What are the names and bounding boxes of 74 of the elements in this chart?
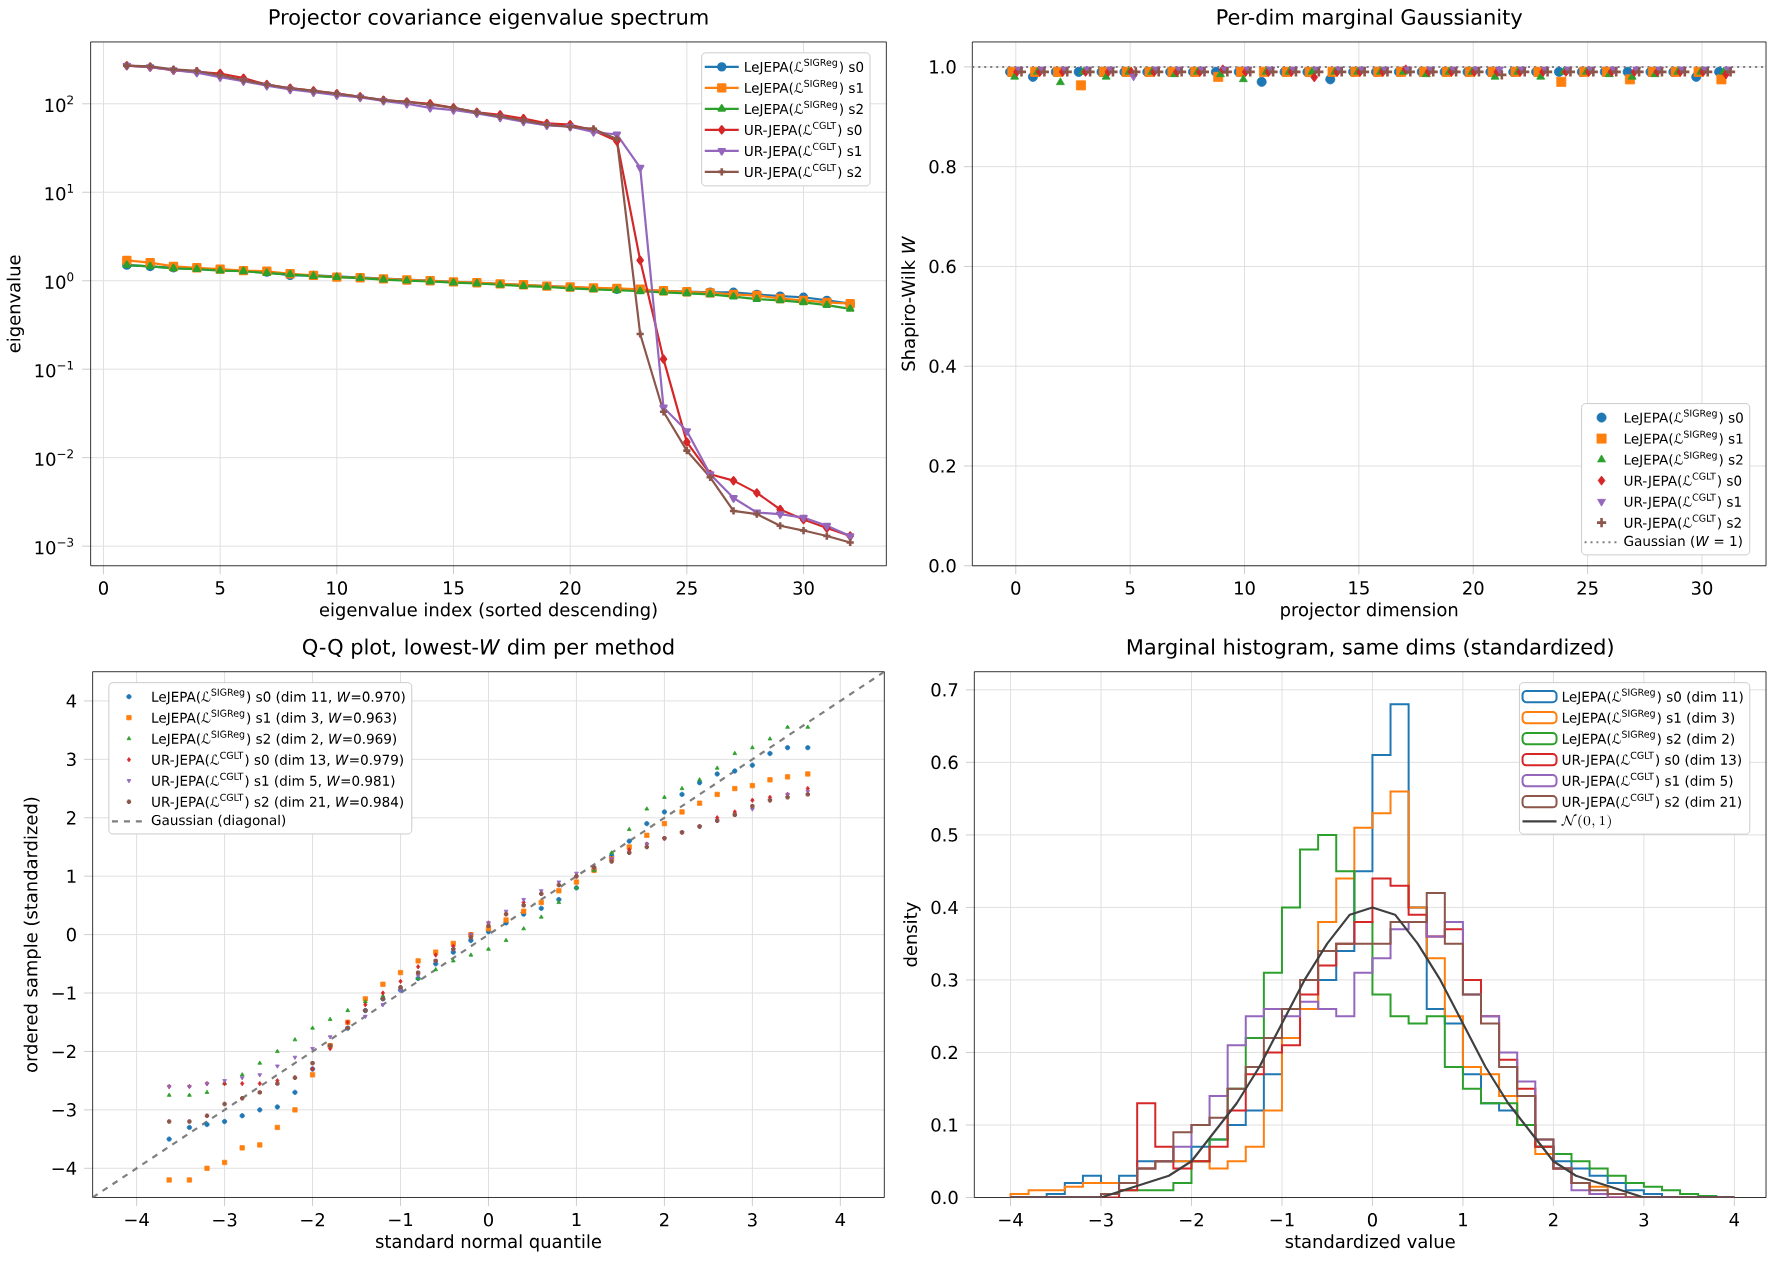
x-tick-label: −3	[1089, 1213, 1113, 1227]
x-tick-label: 5	[1125, 581, 1135, 595]
x-tick-label: 0	[483, 1213, 493, 1227]
x-tick-label: 1	[1459, 1213, 1467, 1227]
y-axis-title: eigenvalue	[6, 255, 24, 353]
x-tick-label: 0	[1011, 581, 1021, 596]
x-tick-label: 15	[1349, 581, 1369, 595]
y-tick-label: 10$^{2}$	[45, 95, 73, 113]
x-tick-label: 4	[1729, 1213, 1740, 1227]
y-axis-title: Shapiro-Wilk W	[901, 236, 919, 371]
x-tick-label: 25	[1577, 581, 1598, 596]
x-tick-label: −2	[301, 1213, 324, 1227]
y-tick-label: −4	[52, 1162, 77, 1176]
x-tick-label: 2	[1549, 1213, 1558, 1227]
y-tick-label: 1.0	[930, 60, 956, 74]
y-axis-title: density	[903, 902, 921, 967]
chart-title: Per-dim marginal Gaussianity	[1217, 8, 1523, 30]
y-tick-label: 10$^{−2}$	[35, 449, 73, 467]
y-tick-label: 0.2	[929, 459, 955, 474]
y-tick-label: 0.7	[931, 683, 958, 697]
y-tick-label: 0.6	[931, 755, 958, 770]
x-tick-label: −4	[999, 1213, 1023, 1227]
y-tick-label: 10$^{0}$	[45, 272, 74, 290]
x-tick-label: 1	[572, 1213, 581, 1227]
x-tick-label: 30	[1691, 581, 1713, 596]
y-tick-label: −2	[52, 1045, 76, 1059]
y-tick-label: 3	[67, 752, 76, 767]
x-tick-label: 10	[1235, 581, 1255, 596]
x-axis-title: standardized value	[1285, 1234, 1455, 1249]
y-tick-label: 0.3	[931, 973, 958, 987]
chart-title: Q-Q plot, lowest-W dim per method	[303, 638, 674, 659]
y-tick-label: 10$^{−1}$	[35, 361, 73, 378]
legend-label: $\mathcal{N}(0, 1)$	[1561, 814, 1611, 829]
y-tick-label: 4	[66, 694, 77, 708]
x-axis-title: standard normal quantile	[376, 1234, 601, 1252]
x-tick-label: 0	[1367, 1213, 1377, 1227]
x-tick-label: −3	[213, 1213, 237, 1227]
y-axis-title: ordered sample (standardized)	[23, 798, 41, 1073]
x-tick-label: 15	[444, 581, 464, 595]
x-tick-label: −1	[1270, 1213, 1294, 1227]
x-tick-label: 3	[748, 1213, 757, 1227]
x-tick-label: 20	[560, 581, 581, 596]
y-tick-label: 0.0	[929, 559, 956, 573]
y-tick-label: 0	[66, 928, 76, 942]
chart-title: Marginal histogram, same dims (standardized)	[1127, 638, 1613, 659]
x-tick-label: 10	[327, 581, 348, 596]
y-tick-label: −3	[52, 1103, 76, 1117]
y-tick-label: 0.8	[929, 160, 956, 174]
x-tick-label: 25	[676, 581, 697, 596]
x-tick-label: 20	[1463, 581, 1484, 596]
x-tick-label: −4	[125, 1213, 149, 1227]
x-axis-title: eigenvalue index (sorted descending)	[319, 602, 657, 621]
chart-title: Projector covariance eigenvalue spectrum	[269, 8, 708, 30]
y-tick-label: 2	[67, 811, 76, 825]
y-tick-label: 0.4	[931, 900, 958, 915]
x-tick-label: −1	[389, 1213, 413, 1227]
y-tick-label: 10$^{−3}$	[35, 538, 74, 555]
y-tick-label: 10$^{1}$	[45, 184, 73, 201]
x-tick-label: 30	[793, 581, 814, 596]
x-axis-title: projector dimension	[1281, 602, 1458, 621]
x-tick-label: 5	[215, 581, 225, 595]
y-tick-label: 0.1	[931, 1118, 958, 1133]
y-tick-label: −1	[52, 986, 76, 1000]
x-tick-label: 4	[835, 1213, 846, 1227]
y-tick-label: 0.6	[929, 259, 956, 274]
x-tick-label: 0	[98, 581, 108, 596]
y-tick-label: 0.2	[931, 1045, 957, 1060]
x-tick-label: 2	[660, 1213, 669, 1227]
y-tick-label: 1	[67, 869, 76, 883]
x-tick-label: 3	[1639, 1213, 1649, 1227]
y-tick-label: 0.0	[931, 1190, 958, 1205]
x-tick-label: −2	[1180, 1213, 1203, 1227]
y-tick-label: 0.5	[931, 828, 958, 842]
y-tick-label: 0.4	[929, 359, 956, 374]
